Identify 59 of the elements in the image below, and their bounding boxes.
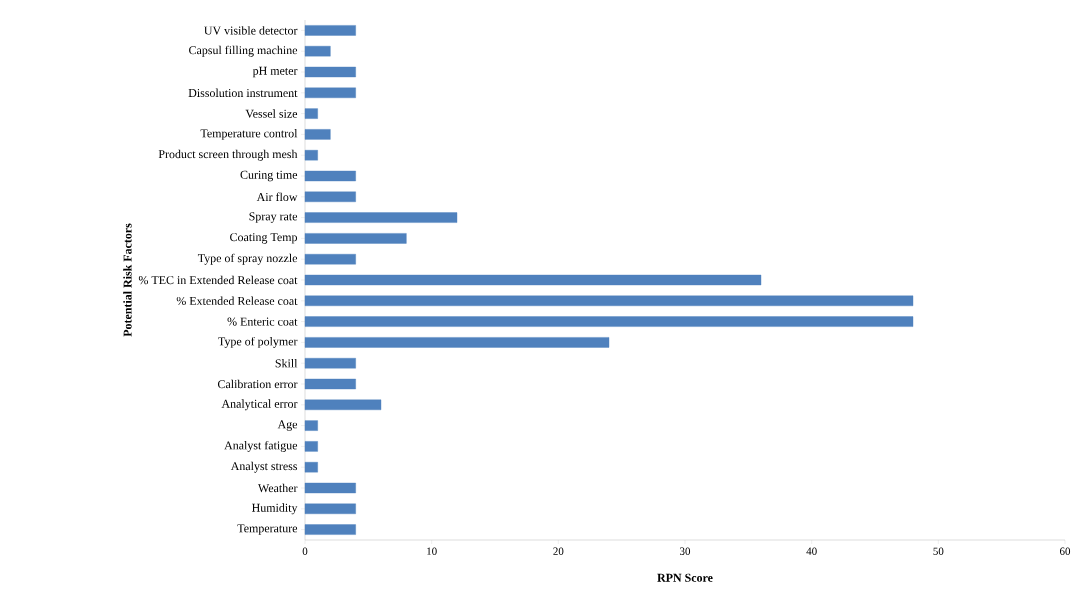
y-tick-label: Skill xyxy=(275,359,298,368)
y-tick-label: pH meter xyxy=(252,66,298,78)
x-tick-label: 0 xyxy=(302,547,308,555)
y-tick-label: Analyst stress xyxy=(230,461,298,473)
bar xyxy=(304,233,407,244)
y-tick-label: Product screen through mesh xyxy=(158,149,298,161)
bar xyxy=(304,358,356,369)
y-tick-label: Type of spray nozzle xyxy=(197,253,298,265)
y-axis-title: Potential Risk Factors xyxy=(123,223,132,337)
y-tick-label: Age xyxy=(277,420,298,431)
y-tick-label: Type of polymer xyxy=(218,336,298,348)
bar xyxy=(304,108,318,119)
y-tick-label: Weather xyxy=(257,483,298,493)
bar xyxy=(304,399,382,410)
y-tick-label: UV visible detector xyxy=(204,26,298,35)
y-tick-label: Analyst fatigue xyxy=(224,440,298,452)
bar xyxy=(304,191,356,202)
y-tick-label: % TEC in Extended Release coat xyxy=(138,275,298,285)
bar xyxy=(304,254,356,265)
bar xyxy=(304,503,356,514)
y-tick-label: % Extended Release coat xyxy=(176,296,298,306)
bar xyxy=(304,66,356,78)
y-tick-label: Temperature control xyxy=(200,128,298,140)
bar xyxy=(304,295,914,306)
bar xyxy=(304,212,458,223)
bar xyxy=(304,316,914,327)
x-axis-title: RPN Score xyxy=(657,573,713,582)
x-tick-label: 40 xyxy=(806,547,817,555)
y-tick-label: Vessel size xyxy=(245,109,298,118)
bar xyxy=(304,150,318,161)
y-tick-label: Dissolution instrument xyxy=(188,88,298,97)
x-tick-label: 10 xyxy=(427,547,437,555)
bar xyxy=(304,25,356,36)
bar xyxy=(304,462,318,473)
y-tick-label: Analytical error xyxy=(221,399,298,411)
y-tick-label: Temperature xyxy=(237,524,298,535)
bar xyxy=(304,87,356,98)
bar xyxy=(304,274,762,286)
bar xyxy=(304,378,356,390)
bar xyxy=(304,337,610,348)
x-tick-label: 50 xyxy=(933,547,944,555)
y-tick-label: Coating Temp xyxy=(230,233,298,244)
y-tick-label: Capsul filling machine xyxy=(189,45,298,57)
bar xyxy=(304,482,356,494)
bar xyxy=(304,46,331,57)
y-tick-label: Spray rate xyxy=(249,212,298,223)
y-tick-label: % Enteric coat xyxy=(227,317,298,326)
bar xyxy=(304,524,356,535)
y-tick-label: Curing time xyxy=(240,170,298,182)
bar xyxy=(304,420,318,431)
x-tick-label: 60 xyxy=(1059,547,1071,555)
y-tick-label: Calibration error xyxy=(217,379,298,389)
x-tick-label: 20 xyxy=(553,547,564,555)
bar xyxy=(304,441,318,452)
y-tick-label: Humidity xyxy=(251,503,298,515)
bar xyxy=(304,129,331,140)
bar xyxy=(304,170,356,182)
y-tick-label: Air flow xyxy=(256,192,298,202)
x-tick-label: 30 xyxy=(680,547,691,555)
